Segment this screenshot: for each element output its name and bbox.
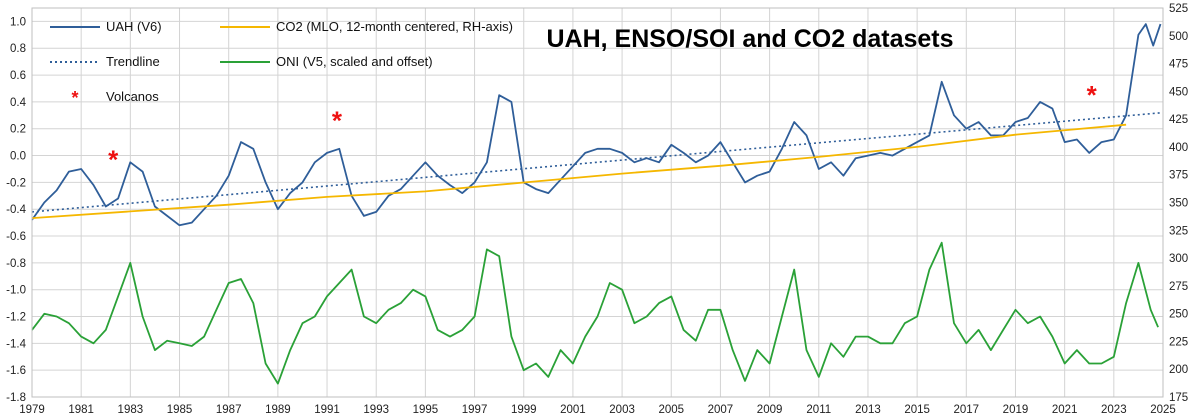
y-left-tick-label: -1.2 <box>6 312 26 324</box>
y-right-tick-label: 275 <box>1169 281 1188 293</box>
volcano-marker: * <box>1087 80 1098 110</box>
legend-item-trendline: Trendline <box>50 54 160 69</box>
legend-label-trendline: Trendline <box>106 54 160 69</box>
y-left-tick-label: 0.0 <box>10 151 26 163</box>
x-tick-label: 1997 <box>462 404 488 416</box>
x-tick-label: 2017 <box>954 404 980 416</box>
series-line-trendline <box>31 111 1164 213</box>
x-tick-label: 1979 <box>19 404 45 416</box>
x-tick-label: 2023 <box>1101 404 1127 416</box>
volcano-marker: * <box>108 145 119 175</box>
x-tick-label: 2003 <box>609 404 635 416</box>
y-left-tick-label: 1.0 <box>10 16 26 28</box>
y-right-tick-label: 475 <box>1169 59 1188 71</box>
x-tick-label: 1993 <box>363 404 389 416</box>
x-tick-label: 2009 <box>757 404 783 416</box>
legend-label-volcanos: Volcanos <box>106 89 159 104</box>
x-tick-label: 2021 <box>1052 404 1078 416</box>
x-tick-label: 1999 <box>511 404 537 416</box>
y-right-tick-label: 425 <box>1169 114 1188 126</box>
x-tick-label: 1989 <box>265 404 291 416</box>
legend-item-co2: CO2 (MLO, 12-month centered, RH-axis) <box>220 19 513 34</box>
x-tick-label: 1981 <box>68 404 94 416</box>
legend-item-uah: UAH (V6) <box>50 19 162 34</box>
legend-label-uah: UAH (V6) <box>106 19 162 34</box>
y-right-tick-label: 325 <box>1169 225 1188 237</box>
y-left-tick-label: -1.6 <box>6 365 26 377</box>
y-left-tick-label: 0.6 <box>10 70 26 82</box>
y-right-tick-label: 225 <box>1169 336 1188 348</box>
x-tick-label: 2011 <box>806 404 831 416</box>
y-right-tick-label: 375 <box>1169 170 1188 182</box>
x-tick-label: 2007 <box>708 404 734 416</box>
legend-item-oni: ONI (V5, scaled and offset) <box>220 54 433 69</box>
x-tick-label: 1983 <box>118 404 144 416</box>
series-line-oni-v5-scaled-and-offset <box>31 241 1159 385</box>
y-left-tick-label: -1.4 <box>6 338 26 350</box>
axes: 1.0 0.8 0.6 0.4 0.2 0.0 -0.2 -0.4 -0.6 -0.8 -1.0 -1… <box>6 3 1188 416</box>
y-right-tick-label: 200 <box>1169 364 1188 376</box>
legend-swatch-volcanos: * <box>71 88 78 108</box>
y-left-tick-label: 0.4 <box>10 97 27 109</box>
y-left-tick-label: -0.2 <box>6 177 26 189</box>
y-left-tick-label: 0.8 <box>10 43 26 55</box>
y-left-tick-label: -1.0 <box>6 285 26 297</box>
y-right-tick-label: 525 <box>1169 3 1188 15</box>
x-tick-label: 2015 <box>904 404 930 416</box>
x-tick-label: 1985 <box>167 404 193 416</box>
y-right-tick-label: 500 <box>1169 31 1188 43</box>
y-right-tick-label: 175 <box>1169 392 1188 404</box>
y-left-tick-label: -0.8 <box>6 258 26 270</box>
series-layer: * * * <box>31 23 1164 385</box>
x-tick-label: 2001 <box>560 404 586 416</box>
x-tick-label: 1987 <box>216 404 242 416</box>
y-left-tick-label: -0.4 <box>6 204 26 216</box>
x-tick-label: 2019 <box>1003 404 1029 416</box>
y-left-tick-label: -0.6 <box>6 231 26 243</box>
legend-label-oni: ONI (V5, scaled and offset) <box>276 54 433 69</box>
volcano-marker: * <box>332 106 343 136</box>
y-right-tick-label: 350 <box>1169 198 1188 210</box>
y-right-tick-label: 300 <box>1169 253 1188 265</box>
x-tick-label: 1991 <box>314 404 340 416</box>
legend: UAH (V6) CO2 (MLO, 12-month centered, RH… <box>50 19 513 108</box>
plot-frame <box>31 7 1164 398</box>
x-tick-label: 2013 <box>855 404 881 416</box>
y-right-tick-label: 250 <box>1169 309 1188 321</box>
legend-label-co2: CO2 (MLO, 12-month centered, RH-axis) <box>276 19 513 34</box>
y-right-tick-label: 400 <box>1169 142 1188 154</box>
x-tick-label: 2025 <box>1150 404 1176 416</box>
chart-title: UAH, ENSO/SOI and CO2 datasets <box>546 25 953 53</box>
x-tick-label: 1995 <box>413 404 439 416</box>
y-left-tick-label: -1.8 <box>6 392 26 404</box>
x-tick-label: 2005 <box>658 404 684 416</box>
y-right-tick-label: 450 <box>1169 86 1188 98</box>
series-line-co2-mlo-12-month-centered-rh-axis <box>31 123 1127 219</box>
legend-item-volcanos: * Volcanos <box>71 88 159 108</box>
y-left-tick-label: 0.2 <box>10 124 26 136</box>
